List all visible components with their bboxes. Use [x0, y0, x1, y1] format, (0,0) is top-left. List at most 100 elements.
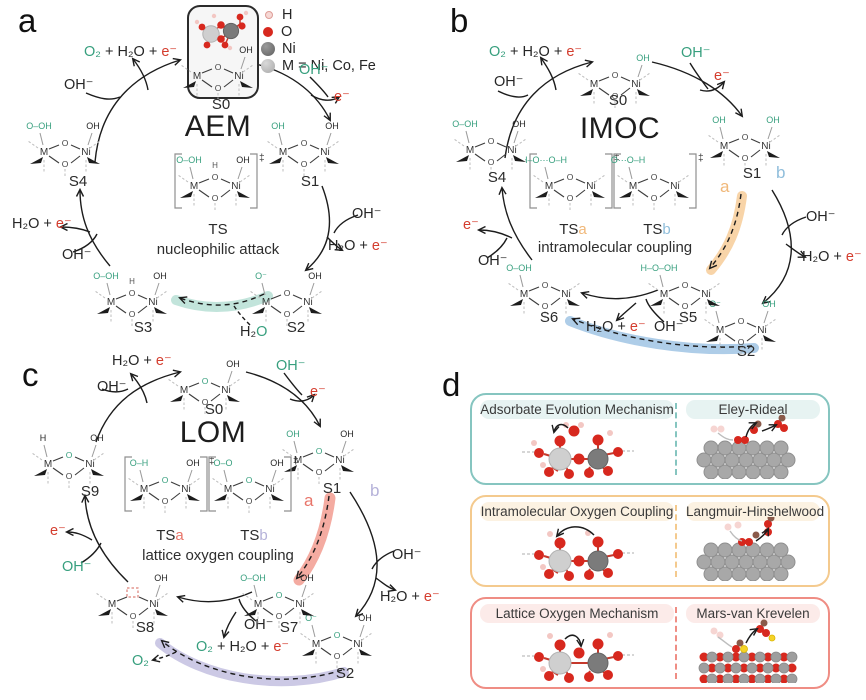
- svg-text:Ni: Ni: [586, 181, 595, 192]
- svg-text:M: M: [140, 484, 148, 495]
- svg-text:‡: ‡: [209, 456, 215, 467]
- aem-caption: nucleophilic attack: [156, 241, 280, 258]
- svg-text:OH: OH: [325, 121, 339, 131]
- svg-text:O: O: [284, 309, 291, 319]
- svg-text:O: O: [316, 467, 323, 477]
- svg-text:Ni: Ni: [265, 484, 274, 495]
- species-h2o-a: H₂O: [240, 324, 268, 340]
- state-label-S5: S5: [678, 309, 698, 326]
- box-divider: [675, 607, 677, 679]
- state-label-S0: S0: [608, 92, 628, 109]
- svg-text:‡: ‡: [293, 456, 299, 467]
- species-oh-c3: OH⁻: [392, 547, 422, 563]
- state-label-TSb: TSb: [240, 527, 268, 544]
- svg-text:M: M: [466, 145, 474, 156]
- svg-text:Ni: Ni: [507, 145, 516, 156]
- box-divider: [675, 505, 677, 577]
- metal-surface-illustration-lh: [696, 517, 796, 581]
- svg-text:O: O: [542, 280, 549, 290]
- svg-text:O–OH: O–OH: [240, 573, 266, 583]
- structure-panel_c-S9: H OH M Ni O O: [24, 430, 120, 488]
- structure-panel_a-S3: O–OH OH H M Ni O O: [87, 268, 183, 326]
- species-oh-c5: OH⁻: [62, 559, 92, 575]
- mechanism-title-imoc: Intramolecular Oxygen Coupling: [480, 502, 674, 521]
- species-e-c1: e⁻: [310, 384, 326, 400]
- svg-text:Ni: Ni: [353, 639, 362, 650]
- svg-text:Ni: Ni: [81, 147, 90, 158]
- svg-text:OH: OH: [300, 573, 314, 583]
- structure-panel_b-S1: OH OH M Ni O O: [700, 112, 796, 170]
- svg-text:M: M: [108, 599, 116, 610]
- svg-text:O: O: [215, 83, 222, 93]
- svg-text:OH: OH: [308, 271, 322, 281]
- h-atom-icon: [265, 10, 273, 19]
- state-label-S1: S1: [300, 173, 320, 190]
- svg-text:OH: OH: [766, 115, 780, 125]
- svg-text:O⁻: O⁻: [255, 271, 267, 281]
- svg-text:Ni: Ni: [701, 289, 710, 300]
- structure-panel_b-TSa: ‡ H–O⋯O–H M: [521, 152, 621, 210]
- svg-text:OH: OH: [271, 121, 285, 131]
- mechanism-title-eley-rideal: Eley-Rideal: [686, 400, 820, 419]
- metal-surface-illustration-er: [696, 415, 796, 479]
- mechanism-title-aem: Adsorbate Evolution Mechanism: [480, 400, 674, 419]
- svg-text:M: M: [279, 147, 287, 158]
- structure-panel_a-S1: OH OH M Ni O O: [259, 118, 355, 176]
- nucleophilic-dashed-arrow: [178, 293, 265, 306]
- svg-text:H: H: [212, 161, 218, 170]
- svg-text:Ni: Ni: [149, 599, 158, 610]
- svg-text:M: M: [660, 289, 668, 300]
- m-atom-icon: [261, 58, 275, 73]
- state-label-S2: S2: [736, 343, 756, 360]
- svg-text:‡: ‡: [614, 153, 620, 164]
- svg-text:OH: OH: [154, 573, 168, 583]
- svg-text:O–OH: O–OH: [506, 263, 532, 273]
- path-b-blue-highlight: [565, 316, 759, 355]
- svg-text:OH: OH: [636, 53, 650, 63]
- panel-b-label: b: [450, 2, 469, 39]
- svg-text:M: M: [40, 147, 48, 158]
- svg-text:H–O–OH: H–O–OH: [640, 263, 677, 273]
- svg-text:Ni: Ni: [181, 484, 190, 495]
- mechanism-title-langmuir-hinshelwood: Langmuir-Hinshelwood: [686, 502, 825, 521]
- species-oh-c2: OH⁻: [276, 358, 306, 374]
- svg-text:OH: OH: [90, 433, 104, 443]
- svg-text:O: O: [66, 450, 73, 460]
- species-oh-b4: OH⁻: [654, 319, 684, 335]
- svg-text:O: O: [738, 337, 745, 347]
- structure-panel_b-S0: OH M Ni O O: [570, 50, 666, 108]
- state-label-S6: S6: [539, 309, 559, 326]
- species-h2oe-c1: H₂O + e⁻: [112, 353, 172, 369]
- svg-text:M: M: [224, 484, 232, 495]
- svg-text:Ni: Ni: [221, 385, 230, 396]
- svg-text:OH: OH: [186, 458, 200, 468]
- svg-text:O: O: [62, 138, 69, 148]
- svg-text:Ni: Ni: [303, 297, 312, 308]
- ni-atom-icon: [261, 41, 275, 56]
- svg-text:OH: OH: [86, 121, 100, 131]
- svg-text:O: O: [202, 397, 209, 407]
- mechanism-title-mars-van-krevelen: Mars-van Krevelen: [686, 604, 820, 623]
- state-label-S7: S7: [279, 619, 299, 636]
- species-products-b: O₂ + H₂O + e⁻: [489, 44, 583, 60]
- svg-text:M: M: [629, 181, 637, 192]
- path-b-lavender-highlight: [155, 638, 349, 687]
- svg-text:M: M: [312, 639, 320, 650]
- svg-text:M: M: [590, 79, 598, 90]
- structure-panel_c-S1: OH OH M Ni O O: [274, 426, 370, 484]
- mechanism-box-imoc: Intramolecular Oxygen Coupling Langmuir-…: [470, 495, 830, 587]
- svg-text:O: O: [651, 172, 658, 182]
- svg-text:O: O: [567, 172, 574, 182]
- species-h2oe-a1: H₂O + e⁻: [328, 238, 388, 254]
- state-label-TSb: TSb: [643, 221, 671, 238]
- svg-text:O: O: [66, 471, 73, 481]
- species-oh-b1: OH⁻: [494, 74, 524, 90]
- svg-text:O: O: [202, 376, 209, 386]
- svg-text:OH: OH: [512, 119, 526, 129]
- svg-text:O: O: [130, 611, 137, 621]
- structure-panel_c-S2: O⁻ OH M Ni O O: [292, 610, 388, 668]
- svg-text:Ni: Ni: [295, 599, 304, 610]
- svg-text:O: O: [162, 475, 169, 485]
- path-b-label-c: b: [370, 481, 380, 500]
- structure-panel_a-TS: ‡ O–OH OH H M: [170, 152, 266, 210]
